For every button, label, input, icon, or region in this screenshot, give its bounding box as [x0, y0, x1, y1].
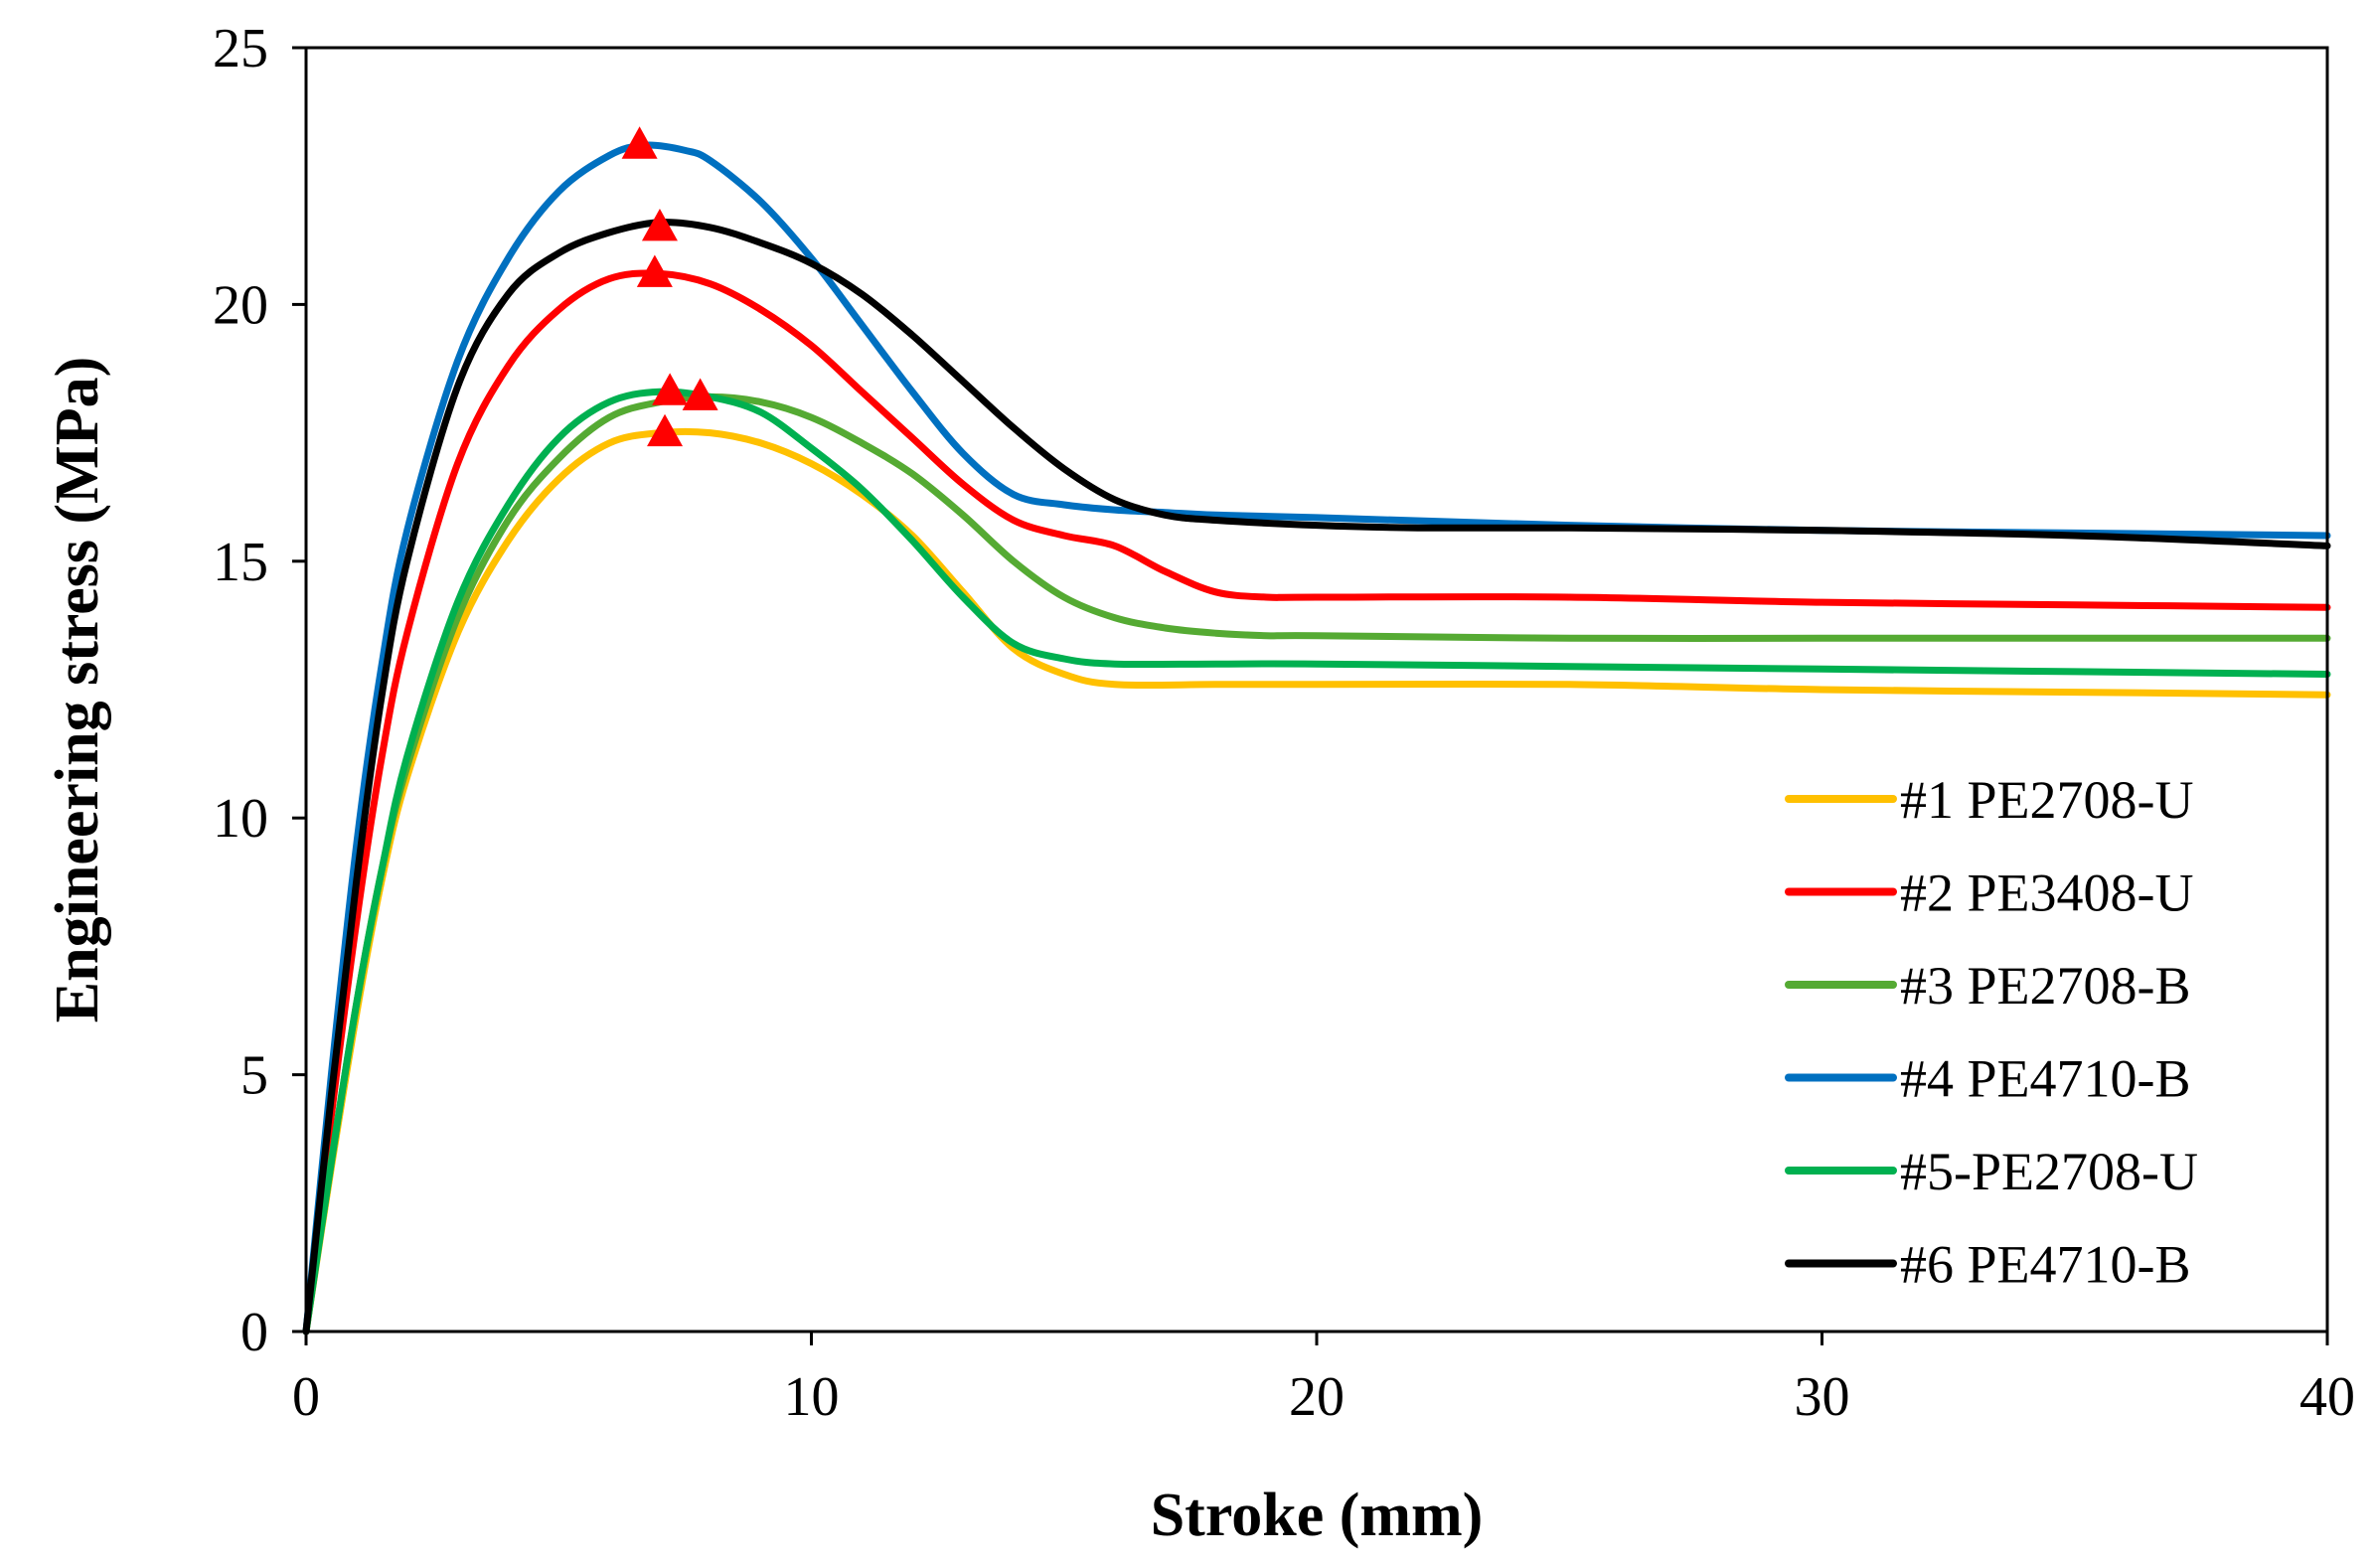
peak-marker [647, 413, 684, 447]
series-line-2 [302, 269, 2331, 1335]
legend: #1 PE2708-U #2 PE3408-U #3 PE2708-B #4 PE47… [1785, 770, 2198, 1295]
legend-label-4: #4 PE4710-B [1900, 1049, 2191, 1109]
x-axis-title: Stroke (mm) [1151, 1482, 1484, 1549]
series-line-6 [302, 219, 2331, 1335]
y-tick-label: 25 [213, 18, 268, 79]
peak-marker [682, 378, 718, 410]
peak-markers [621, 126, 718, 447]
x-tick-label: 30 [1795, 1366, 1850, 1428]
y-axis-title: Engineering stress (MPa) [44, 357, 111, 1022]
y-tick-label: 10 [213, 788, 268, 850]
legend-label-3: #3 PE2708-B [1900, 956, 2191, 1016]
peak-marker [636, 254, 673, 287]
legend-label-1: #1 PE2708-U [1900, 770, 2194, 830]
legend-label-6: #6 PE4710-B [1900, 1235, 2191, 1295]
x-tick-label: 0 [292, 1366, 320, 1428]
legend-label-5: #5-PE2708-U [1900, 1142, 2198, 1201]
peak-marker [652, 373, 689, 405]
y-tick-label: 5 [240, 1045, 268, 1107]
y-tick-label: 0 [240, 1302, 268, 1363]
series-line-5 [302, 388, 2331, 1335]
y-tick-label: 20 [213, 274, 268, 336]
x-tick-label: 10 [784, 1366, 840, 1428]
legend-label-2: #2 PE3408-U [1900, 863, 2194, 923]
peak-marker [641, 208, 678, 241]
series-lines [302, 141, 2331, 1335]
y-tick-label: 15 [213, 532, 268, 593]
peak-marker [621, 126, 658, 159]
x-tick-label: 40 [2299, 1366, 2355, 1428]
x-tick-label: 20 [1289, 1366, 1345, 1428]
axis-ticks: 0 10 20 30 40 0 5 10 15 20 25 [213, 18, 2355, 1428]
